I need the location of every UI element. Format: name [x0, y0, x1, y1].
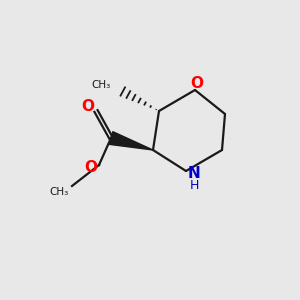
Text: CH₃: CH₃: [50, 187, 69, 197]
Text: O: O: [84, 160, 97, 175]
Text: O: O: [81, 99, 94, 114]
Text: H: H: [190, 179, 199, 192]
Text: N: N: [188, 167, 201, 182]
Polygon shape: [109, 132, 153, 150]
Text: O: O: [190, 76, 203, 91]
Text: CH₃: CH₃: [92, 80, 111, 91]
